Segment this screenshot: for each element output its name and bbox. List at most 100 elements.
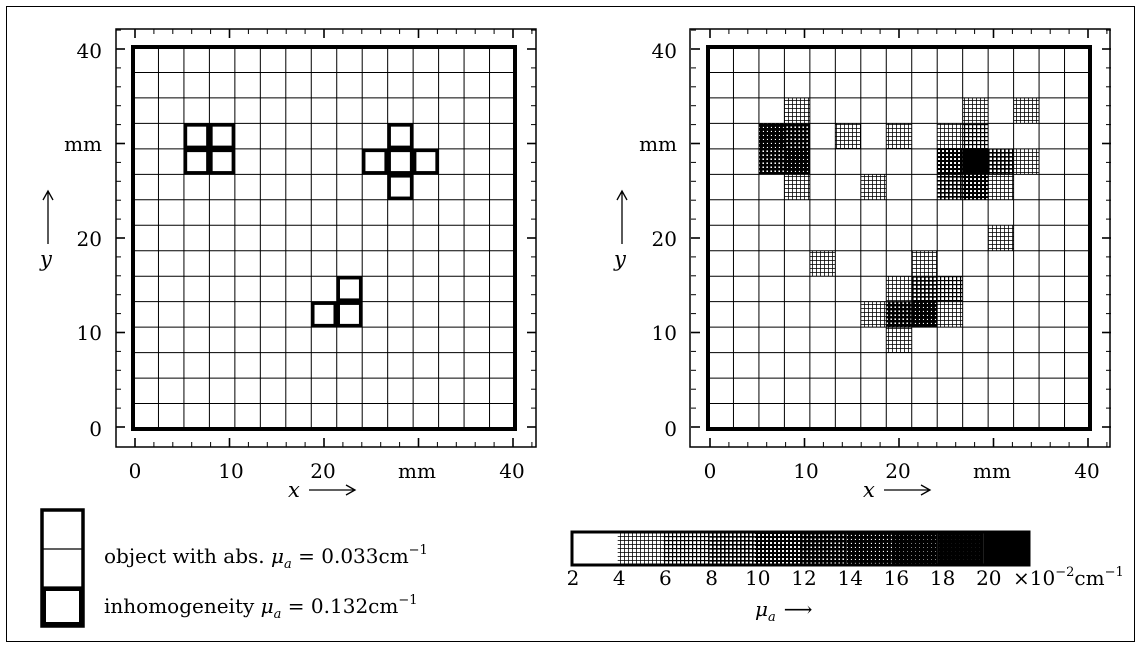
right-shaded-cell xyxy=(784,148,810,175)
right-shaded-cell xyxy=(835,123,861,149)
colorbar-tick-label: 14 xyxy=(837,566,862,590)
right-shaded-cell xyxy=(988,148,1014,175)
colorbar-tick-label: 10 xyxy=(745,566,770,590)
right-shaded-cell xyxy=(758,148,785,175)
right-y-arrow xyxy=(616,189,628,244)
right-shaded-cell xyxy=(784,123,810,149)
colorbar-tick-label: 12 xyxy=(791,566,816,590)
left-y-tick-40: 40 xyxy=(77,39,102,63)
right-plot-border xyxy=(706,45,1092,431)
right-axes-box xyxy=(689,28,1111,448)
colorbar-tick-label: 20 xyxy=(976,566,1001,590)
left-inhomogeneity-cell xyxy=(412,148,439,175)
right-shaded-cell xyxy=(937,276,963,302)
right-shaded-cell xyxy=(911,250,938,277)
colorbar-axis-label: μa ⟶ xyxy=(755,597,812,625)
left-x-tick-10: 10 xyxy=(218,459,243,483)
legend-object-swatch xyxy=(40,508,85,628)
right-shaded-cell xyxy=(988,225,1014,251)
right-shaded-cell xyxy=(886,301,912,328)
right-shaded-cell xyxy=(937,301,963,328)
colorbar-segment xyxy=(617,532,664,565)
left-inhomogeneity-cell xyxy=(387,123,414,150)
colorbar-segment xyxy=(754,532,801,565)
right-shaded-cell xyxy=(962,123,989,149)
right-y-tick-40: 40 xyxy=(652,39,677,63)
colorbar-tick-label: 6 xyxy=(659,566,672,590)
colorbar-border xyxy=(570,530,1031,567)
left-x-tick-40: 40 xyxy=(499,459,524,483)
right-shaded-cell xyxy=(911,276,938,302)
colorbar-segment xyxy=(846,532,892,565)
right-shaded-cell xyxy=(911,301,938,328)
colorbar-segment xyxy=(663,532,710,565)
colorbar-tick-label: 16 xyxy=(884,566,909,590)
left-x-tick-0: 0 xyxy=(129,459,142,483)
right-shaded-cell xyxy=(886,276,912,302)
right-shaded-cell xyxy=(988,174,1014,200)
right-y-axis-label: y xyxy=(613,247,627,271)
right-shaded-cell xyxy=(937,148,963,175)
legend: object with abs. μa = 0.033cm−1 inhomoge… xyxy=(40,508,428,628)
left-inhomogeneity-cell xyxy=(183,148,210,175)
left-inhomogeneity-cell xyxy=(311,301,337,328)
left-inhomogeneity-cell xyxy=(336,275,363,302)
left-inhomogeneity-cell xyxy=(361,148,388,175)
right-grid-plot: 40 mm 20 10 0 0 10 20 mm 40 x y xyxy=(613,28,1111,502)
right-shaded-cell xyxy=(758,123,785,149)
right-y-tick-20: 20 xyxy=(652,227,677,251)
right-shaded-cell xyxy=(962,148,989,175)
left-x-arrow xyxy=(309,484,357,496)
left-y-arrow xyxy=(42,189,54,244)
left-inhomogeneity-cell xyxy=(209,148,236,175)
right-shaded-cell xyxy=(937,174,963,200)
colorbar-tick-label: 2 xyxy=(567,566,580,590)
left-inhomogeneity-cell xyxy=(387,148,414,175)
right-shaded-cells xyxy=(758,97,1040,353)
legend-object-text: object with abs. μa = 0.033cm−1 xyxy=(104,543,428,572)
colorbar-segment xyxy=(800,532,847,565)
colorbar: 2 4 6 8 10 12 14 16 18 20 ×10−2cm−1 μa ⟶ xyxy=(567,530,1124,625)
right-x-axis-label: x xyxy=(863,478,875,502)
left-y-tick-20: 20 xyxy=(77,227,102,251)
right-x-tick-10: 10 xyxy=(793,459,818,483)
left-inhomogeneity-cell xyxy=(336,301,363,328)
left-y-tick-0: 0 xyxy=(89,417,102,441)
left-y-tick-mm: mm xyxy=(64,132,102,156)
right-shaded-cell xyxy=(1013,148,1040,175)
right-shaded-cell xyxy=(860,301,887,328)
right-y-tick-0: 0 xyxy=(664,417,677,441)
right-x-tick-20: 20 xyxy=(885,459,910,483)
colorbar-segment xyxy=(983,532,1029,565)
right-ticks xyxy=(691,29,1111,447)
colorbar-segment xyxy=(891,532,938,565)
left-axes-box xyxy=(115,28,537,448)
right-shaded-cell xyxy=(962,174,989,200)
left-inhomogeneity-cells xyxy=(183,123,439,328)
left-grid xyxy=(133,47,515,429)
left-x-tick-mm: mm xyxy=(398,459,436,483)
right-x-arrow xyxy=(884,484,932,496)
left-ticks xyxy=(116,29,536,447)
left-x-tick-20: 20 xyxy=(310,459,335,483)
right-y-tick-10: 10 xyxy=(652,321,677,345)
left-y-tick-10: 10 xyxy=(77,321,102,345)
right-shaded-cell xyxy=(886,327,912,353)
colorbar-tick-labels: 2 4 6 8 10 12 14 16 18 20 xyxy=(567,566,1002,590)
left-y-axis-label: y xyxy=(39,247,53,271)
right-shaded-cell xyxy=(962,97,989,124)
left-grid-plot: 40 mm 20 10 0 0 10 20 mm 40 x y xyxy=(39,28,537,502)
right-shaded-cell xyxy=(886,123,912,149)
left-x-axis-label: x xyxy=(288,478,300,502)
left-inhomogeneity-cell xyxy=(209,123,236,150)
colorbar-tick-label: 8 xyxy=(705,566,718,590)
right-x-tick-0: 0 xyxy=(704,459,717,483)
legend-inhomogeneity-text: inhomogeneity μa = 0.132cm−1 xyxy=(104,593,418,622)
right-shaded-cell xyxy=(1013,97,1040,124)
right-y-tick-mm: mm xyxy=(639,132,677,156)
right-shaded-cell xyxy=(860,174,887,200)
left-inhomogeneity-cell xyxy=(183,123,210,150)
right-x-tick-mm: mm xyxy=(973,459,1011,483)
legend-inhomogeneity-swatch xyxy=(42,587,83,626)
right-shaded-cell xyxy=(809,250,836,277)
